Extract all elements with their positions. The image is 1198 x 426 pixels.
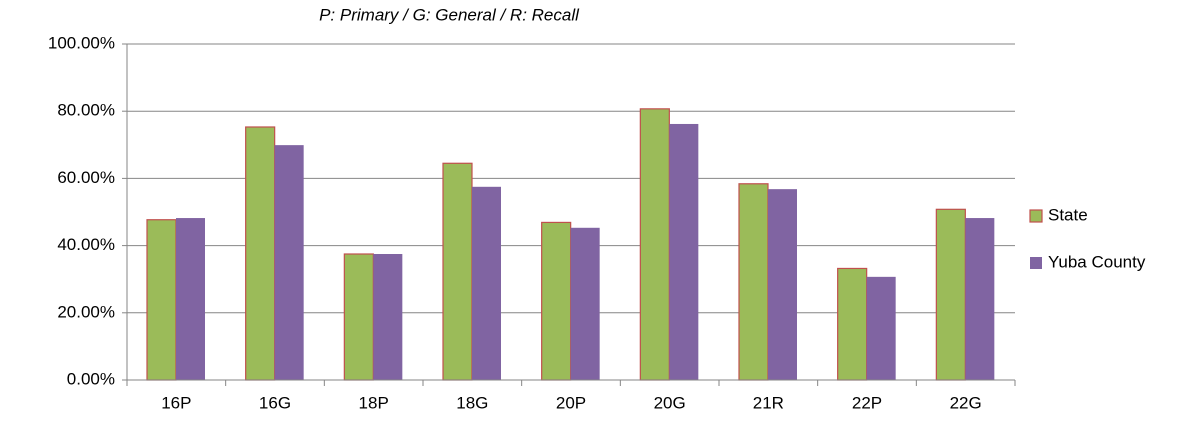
bar (837, 267, 868, 381)
legend-swatch (1030, 257, 1042, 269)
bar (768, 189, 797, 380)
bar (373, 254, 403, 380)
x-tick-label: 20G (654, 393, 686, 412)
y-tick-label: 80.00% (57, 101, 115, 120)
bar (570, 227, 600, 380)
y-tick-label: 60.00% (57, 168, 115, 187)
y-tick-label: 40.00% (57, 235, 115, 254)
x-tick-label: 22P (852, 393, 882, 412)
bar (669, 123, 699, 380)
bar (146, 219, 177, 381)
bar (245, 126, 276, 381)
bar (639, 108, 670, 381)
x-tick-label: 18P (359, 393, 389, 412)
bar (541, 221, 572, 381)
legend-label: State (1048, 205, 1088, 224)
bar (935, 208, 966, 381)
bar (472, 186, 501, 380)
y-tick-label: 20.00% (57, 302, 115, 321)
bar (274, 145, 304, 380)
x-tick-label: 20P (556, 393, 586, 412)
x-tick-label: 16P (161, 393, 191, 412)
bar (343, 253, 374, 381)
y-tick-label: 0.00% (67, 369, 115, 388)
bar (442, 162, 473, 381)
bar (738, 183, 769, 381)
legend-swatch (1029, 209, 1043, 223)
y-tick-label: 100.00% (48, 33, 115, 52)
x-tick-label: 16G (259, 393, 291, 412)
bar (866, 276, 896, 380)
x-tick-label: 21R (753, 393, 784, 412)
legend-label: Yuba County (1048, 252, 1146, 271)
x-tick-label: 22G (950, 393, 982, 412)
bar (965, 218, 995, 380)
chart-title: P: Primary / G: General / R: Recall (319, 5, 580, 24)
x-tick-label: 18G (456, 393, 488, 412)
bar (176, 218, 205, 380)
